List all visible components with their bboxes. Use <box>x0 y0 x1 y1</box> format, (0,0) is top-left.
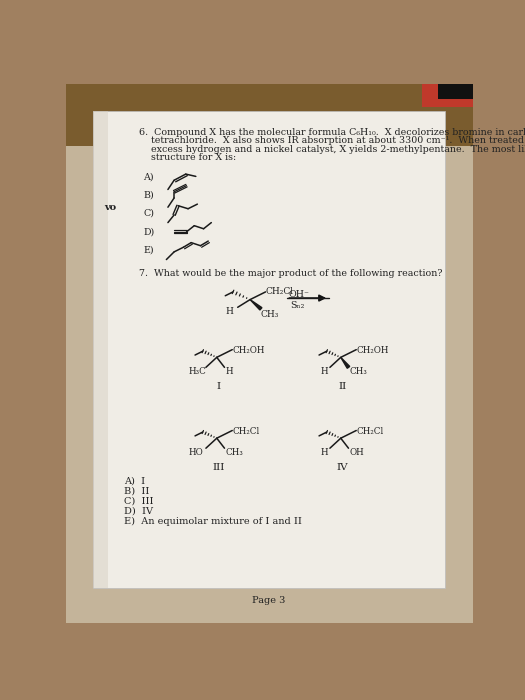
Polygon shape <box>341 357 350 368</box>
Bar <box>422 84 472 107</box>
Text: 7.  What would be the major product of the following reaction?: 7. What would be the major product of th… <box>139 269 443 278</box>
Text: I: I <box>216 382 220 391</box>
Text: D): D) <box>143 228 154 237</box>
Text: E)  An equimolar mixture of I and II: E) An equimolar mixture of I and II <box>124 517 302 526</box>
Text: IV: IV <box>337 463 348 472</box>
Text: CH₃: CH₃ <box>225 448 243 457</box>
Text: III: III <box>212 463 225 472</box>
Text: HO: HO <box>189 448 204 457</box>
Bar <box>438 84 472 99</box>
Text: Page 3: Page 3 <box>252 596 286 605</box>
FancyBboxPatch shape <box>93 111 445 588</box>
Text: CH₂Cl: CH₂Cl <box>266 287 293 296</box>
Text: tetrachloride.  X also shows IR absorption at about 3300 cm⁻¹.  When treated wit: tetrachloride. X also shows IR absorptio… <box>139 136 525 146</box>
Text: B)  II: B) II <box>124 486 149 496</box>
Text: H: H <box>321 368 328 377</box>
Text: CH₃: CH₃ <box>261 309 279 318</box>
Text: H: H <box>225 368 233 377</box>
Text: structure for X is:: structure for X is: <box>139 153 236 162</box>
Text: A): A) <box>143 172 154 181</box>
Text: vo: vo <box>104 203 117 212</box>
Text: OH⁻: OH⁻ <box>289 290 310 299</box>
Text: H₃C: H₃C <box>189 368 207 377</box>
Text: CH₂OH: CH₂OH <box>232 346 265 355</box>
Text: H: H <box>321 448 328 457</box>
Text: C)  III: C) III <box>124 497 153 505</box>
Bar <box>66 146 472 623</box>
Text: E): E) <box>143 246 154 255</box>
Text: D)  IV: D) IV <box>124 507 153 516</box>
Polygon shape <box>250 300 262 310</box>
Text: A)  I: A) I <box>124 477 145 486</box>
Text: H: H <box>225 307 233 316</box>
Text: Sₙ₂: Sₙ₂ <box>290 301 304 310</box>
Text: CH₂Cl: CH₂Cl <box>232 427 259 435</box>
Text: B): B) <box>143 190 154 199</box>
Text: II: II <box>338 382 347 391</box>
Text: CH₂Cl: CH₂Cl <box>356 427 383 435</box>
Text: 6.  Compound X has the molecular formula C₆H₁₀.  X decolorizes bromine in carbon: 6. Compound X has the molecular formula … <box>139 128 525 137</box>
Text: CH₂OH: CH₂OH <box>356 346 388 355</box>
Text: C): C) <box>143 209 154 218</box>
Text: CH₃: CH₃ <box>349 368 367 377</box>
Text: excess hydrogen and a nickel catalyst, X yields 2-methylpentane.  The most likel: excess hydrogen and a nickel catalyst, X… <box>139 145 525 154</box>
Text: OH: OH <box>349 448 364 457</box>
FancyBboxPatch shape <box>93 111 108 588</box>
Bar <box>66 84 472 146</box>
